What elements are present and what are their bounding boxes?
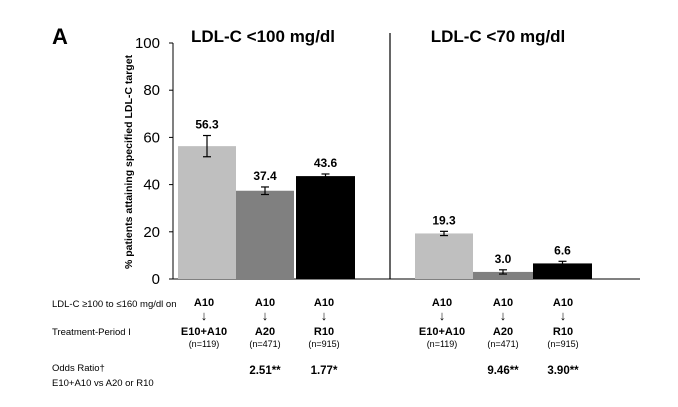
- panel-2: LDL-C <70 mg/dl 19.3 3.0 6.6: [415, 27, 592, 279]
- panel-title: LDL-C <100 mg/dl: [191, 27, 335, 46]
- switch-treatment: E10+A10: [419, 326, 465, 338]
- y-tick-label: 60: [143, 129, 160, 146]
- odds-ratio-value: 3.90**: [547, 365, 579, 377]
- down-arrow-icon: ↓: [500, 308, 507, 323]
- sample-size: (n=119): [427, 339, 458, 349]
- switch-treatment: E10+A10: [181, 326, 227, 338]
- value-label: 56.3: [195, 118, 219, 132]
- y-axis-label: % patients attaining specified LDL-C tar…: [123, 54, 135, 269]
- odds-comparison-label: E10+A10 vs A20 or R10: [52, 378, 154, 389]
- sample-size: (n=471): [249, 339, 280, 349]
- switch-treatment: A20: [255, 326, 275, 338]
- y-tick-label: 0: [152, 271, 160, 288]
- value-label: 19.3: [432, 213, 456, 227]
- panel-label: A: [52, 24, 68, 49]
- chart-panels: LDL-C <100 mg/dl 56.3 37.4 43.6 LDL-C <70 mg…: [178, 27, 592, 279]
- start-treatment: A10: [194, 297, 214, 309]
- y-tick-label: 40: [143, 177, 160, 194]
- y-tick-label: 80: [143, 82, 160, 99]
- odds-ratio-label: Odds Ratio†: [52, 363, 105, 374]
- y-tick-label: 100: [135, 35, 160, 52]
- sample-size: (n=119): [189, 339, 220, 349]
- down-arrow-icon: ↓: [439, 308, 446, 323]
- panel-title: LDL-C <70 mg/dl: [431, 27, 566, 46]
- start-treatment: A10: [255, 297, 275, 309]
- down-arrow-icon: ↓: [560, 308, 567, 323]
- period-label-line2: Treatment-Period I: [52, 327, 131, 338]
- down-arrow-icon: ↓: [201, 308, 208, 323]
- odds-ratio-value: 1.77*: [311, 365, 338, 377]
- period-label-line1: LDL-C ≥100 to ≤160 mg/dl on: [52, 299, 177, 310]
- bar-a20: [473, 271, 533, 279]
- footer-table: LDL-C ≥100 to ≤160 mg/dl on Treatment-Pe…: [52, 297, 579, 389]
- odds-ratio-value: 9.46**: [487, 365, 519, 377]
- switch-treatment: R10: [553, 326, 573, 338]
- bar-r10: [533, 263, 592, 279]
- switch-treatment: A20: [493, 326, 513, 338]
- odds-ratio-value: 2.51**: [249, 365, 281, 377]
- start-treatment: A10: [553, 297, 573, 309]
- sample-size: (n=471): [487, 339, 518, 349]
- bar-e10-a10: [178, 146, 236, 279]
- value-label: 43.6: [314, 156, 338, 170]
- y-tick-label: 20: [143, 224, 160, 241]
- value-label: 37.4: [253, 169, 277, 183]
- down-arrow-icon: ↓: [321, 308, 328, 323]
- switch-treatment: R10: [314, 326, 334, 338]
- start-treatment: A10: [493, 297, 513, 309]
- panel-1: LDL-C <100 mg/dl 56.3 37.4 43.6: [178, 27, 355, 279]
- sample-size: (n=915): [308, 339, 339, 349]
- start-treatment: A10: [432, 297, 452, 309]
- down-arrow-icon: ↓: [262, 308, 269, 323]
- sample-size: (n=915): [547, 339, 578, 349]
- bar-e10-a10: [415, 233, 473, 279]
- bar-a20: [236, 190, 294, 279]
- start-treatment: A10: [314, 297, 334, 309]
- value-label: 6.6: [554, 243, 571, 257]
- bar-r10: [296, 176, 355, 279]
- value-label: 3.0: [495, 252, 512, 266]
